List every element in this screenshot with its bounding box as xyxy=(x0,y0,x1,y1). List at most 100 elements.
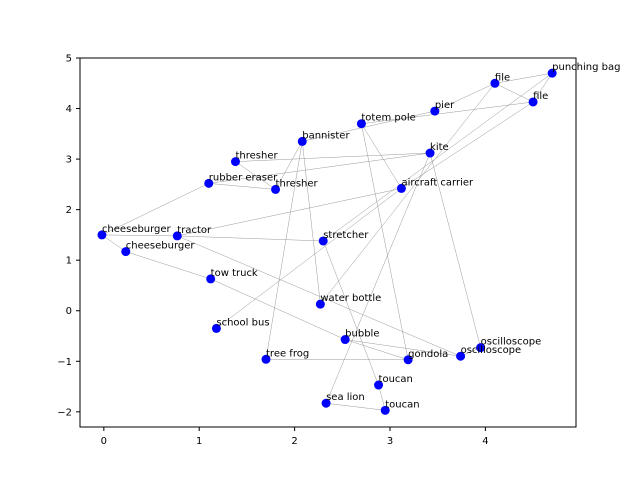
point-label: oscilloscope xyxy=(461,345,522,356)
data-point xyxy=(528,97,538,107)
x-tick-label: 2 xyxy=(291,436,297,447)
y-tick-label: 3 xyxy=(66,155,72,166)
data-point xyxy=(204,178,214,188)
data-point xyxy=(396,183,406,193)
data-point xyxy=(547,68,557,78)
point-label: kite xyxy=(430,142,449,153)
edge-line xyxy=(235,152,431,162)
y-axis: −2 −1 0 1 2 3 4 5 xyxy=(57,54,80,418)
data-point xyxy=(456,351,466,361)
edge-line xyxy=(361,101,534,124)
y-tick-label: 4 xyxy=(66,104,72,115)
edge-line xyxy=(302,110,435,142)
edge-line xyxy=(326,402,386,411)
edge-line xyxy=(494,83,534,103)
data-point xyxy=(476,343,486,353)
point-layer xyxy=(97,68,557,415)
edge-line xyxy=(361,123,409,360)
edge-layer xyxy=(101,72,553,411)
point-label: file xyxy=(495,72,510,83)
data-point xyxy=(172,231,182,241)
data-point xyxy=(403,355,413,365)
edge-line xyxy=(177,235,324,242)
edge-line xyxy=(208,183,276,190)
edge-line xyxy=(177,188,402,237)
edge-line xyxy=(322,240,379,386)
point-label: rubber eraser xyxy=(209,172,278,183)
data-point xyxy=(297,136,307,146)
point-label: cheeseburger xyxy=(126,241,196,252)
point-label: tow truck xyxy=(211,268,258,279)
data-point xyxy=(430,106,440,116)
point-label: thresher xyxy=(235,151,278,162)
data-point xyxy=(261,354,271,364)
data-point xyxy=(374,380,384,390)
edge-line xyxy=(125,251,211,280)
data-point xyxy=(206,274,216,284)
edge-line xyxy=(361,123,402,189)
edge-line xyxy=(265,359,409,361)
edge-line xyxy=(101,183,209,236)
point-label: oscilloscope xyxy=(481,337,542,348)
point-label: water bottle xyxy=(320,293,381,304)
point-label: gondola xyxy=(408,349,448,360)
edge-line xyxy=(325,152,431,404)
point-label: stretcher xyxy=(323,230,369,241)
y-tick-label: 1 xyxy=(66,256,72,267)
edge-line xyxy=(265,141,303,360)
y-tick-label: 0 xyxy=(66,306,72,317)
point-label: sea lion xyxy=(326,392,365,403)
edge-line xyxy=(210,278,346,340)
y-tick-label: −1 xyxy=(57,357,72,368)
edge-line xyxy=(345,339,409,361)
edge-line xyxy=(216,188,402,329)
data-point xyxy=(356,119,366,129)
point-label: tractor xyxy=(177,225,212,236)
point-label: totem pole xyxy=(361,113,415,124)
edge-line xyxy=(345,339,461,357)
edge-line xyxy=(101,234,126,252)
data-point xyxy=(425,148,435,158)
plot-area-frame xyxy=(79,57,577,428)
data-point xyxy=(380,405,390,415)
edge-line xyxy=(235,161,276,190)
point-label: aircraft carrier xyxy=(401,177,474,188)
edge-line xyxy=(101,234,178,237)
data-point xyxy=(321,398,331,408)
x-tick-label: 4 xyxy=(482,436,488,447)
point-label: toucan xyxy=(385,399,419,410)
edge-line xyxy=(320,83,496,305)
data-point xyxy=(340,335,350,345)
point-label: punching bag xyxy=(552,62,620,73)
x-tick-label: 1 xyxy=(196,436,202,447)
point-label: tree frog xyxy=(266,348,309,359)
point-label: pier xyxy=(435,100,455,111)
y-tick-label: 2 xyxy=(66,205,72,216)
data-point xyxy=(318,236,328,246)
edge-line xyxy=(323,72,553,242)
point-label: thresher xyxy=(276,178,319,189)
point-label: toucan xyxy=(379,374,413,385)
edge-line xyxy=(429,152,481,348)
edge-line xyxy=(532,73,553,103)
edge-line xyxy=(177,235,461,357)
data-point xyxy=(121,247,131,257)
edge-line xyxy=(401,101,534,189)
data-point xyxy=(230,157,240,167)
data-point xyxy=(211,323,221,333)
edge-line xyxy=(275,141,303,190)
point-label: school bus xyxy=(216,317,269,328)
data-point xyxy=(271,184,281,194)
edge-line xyxy=(434,83,496,112)
edge-line xyxy=(208,152,431,184)
y-tick-label: 5 xyxy=(66,54,72,65)
label-layer: punching bag file file pier totem pole bannis… xyxy=(102,62,621,410)
point-label: cheeseburger xyxy=(102,224,172,235)
y-tick-label: −2 xyxy=(57,407,72,418)
x-tick-label: 3 xyxy=(387,436,393,447)
point-label: bubble xyxy=(345,329,379,340)
data-point xyxy=(315,299,325,309)
x-tick-label: 0 xyxy=(101,436,107,447)
point-label: file xyxy=(533,91,548,102)
